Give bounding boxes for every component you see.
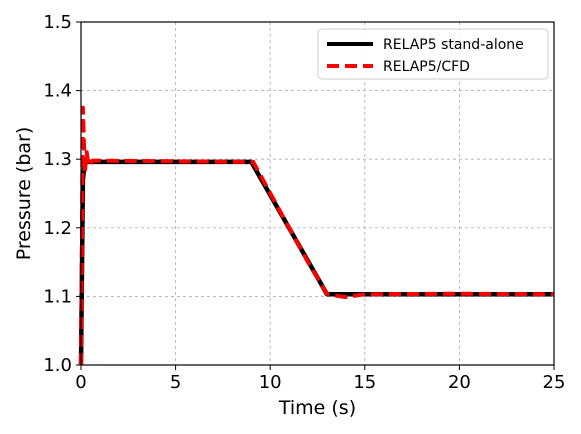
- x-tick-label: 15: [353, 372, 376, 393]
- plot-frame: [80, 21, 555, 366]
- legend-label: RELAP5 stand-alone: [383, 37, 524, 53]
- y-tick-label: 1.4: [43, 81, 72, 102]
- y-tick-label: 1.5: [43, 12, 72, 33]
- legend: RELAP5 stand-alone RELAP5/CFD: [317, 28, 549, 80]
- x-tick-label: 10: [259, 372, 282, 393]
- y-tick-label: 1.1: [43, 286, 72, 307]
- series-layer: [78, 105, 555, 366]
- ticks: 0 5 10 15 20 25 1.0 1.1 1.2 1.3 1.4 1.5: [43, 12, 565, 393]
- y-tick-label: 1.0: [43, 355, 72, 376]
- x-axis-label: Time (s): [278, 397, 356, 419]
- y-tick-label: 1.2: [43, 218, 72, 239]
- x-tick-label: 25: [543, 372, 566, 393]
- x-tick-label: 20: [448, 372, 471, 393]
- x-tick-label: 0: [75, 372, 86, 393]
- legend-label: RELAP5/CFD: [383, 59, 470, 75]
- x-tick-label: 5: [170, 372, 181, 393]
- y-tick-label: 1.3: [43, 149, 72, 170]
- series-line-relap5-cfd: [79, 105, 555, 366]
- series-line-relap5-standalone: [78, 159, 554, 366]
- y-axis-label: Pressure (bar): [13, 127, 35, 261]
- legend-box: [317, 28, 549, 80]
